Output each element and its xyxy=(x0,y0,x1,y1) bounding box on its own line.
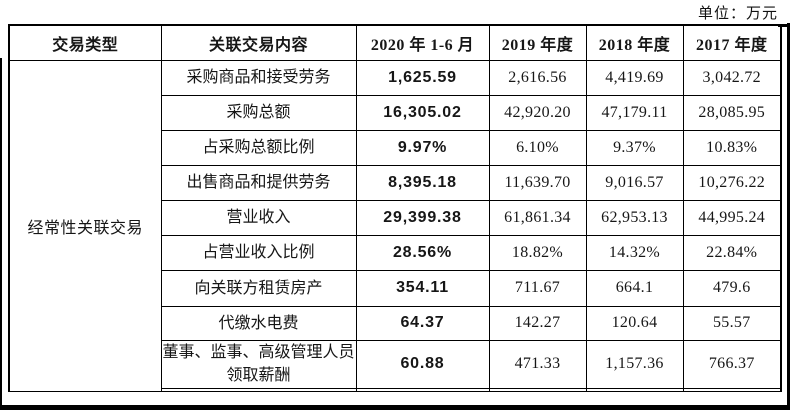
cell-2017: 766.37 xyxy=(682,339,782,389)
row-label: 董事、监事、高级管理人员领取薪酬 xyxy=(160,339,357,389)
cell-2018: 9.37% xyxy=(585,129,684,166)
cell-2019: 42,920.20 xyxy=(488,94,587,131)
cell-2020: 8,395.18 xyxy=(355,164,490,201)
row-label: 营业收入 xyxy=(160,199,357,236)
page-border-bottom xyxy=(0,405,790,410)
header-row: 交易类型 关联交易内容 2020 年 1-6 月 2019 年度 2018 年度… xyxy=(8,24,782,61)
cell-2018: 62,953.13 xyxy=(585,199,684,236)
cell-2020: 16,305.02 xyxy=(355,94,490,131)
column-header-content: 关联交易内容 xyxy=(160,24,357,61)
column-header-2018: 2018 年度 xyxy=(585,24,684,61)
cell-2018: 14.32% xyxy=(585,234,684,271)
column-header-2019: 2019 年度 xyxy=(488,24,587,61)
cell-2018: 664.1 xyxy=(585,269,684,307)
column-header-transaction-type: 交易类型 xyxy=(8,24,162,61)
table-row: 营业收入 29,399.38 61,861.34 62,953.13 44,99… xyxy=(9,199,782,236)
row-label: 代缴水电费 xyxy=(160,305,357,341)
table-row: 占营业收入比例 28.56% 18.82% 14.32% 22.84% xyxy=(9,234,782,271)
cell-2018: 47,179.11 xyxy=(585,94,684,131)
cutoff-cell xyxy=(488,387,587,392)
unit-label: 单位：万元 xyxy=(697,6,778,22)
row-label: 占采购总额比例 xyxy=(160,129,357,166)
cell-2019: 6.10% xyxy=(488,129,587,166)
cell-2019: 711.67 xyxy=(488,269,587,307)
cell-2019: 2,616.56 xyxy=(488,59,587,96)
cell-2020: 64.37 xyxy=(355,305,490,341)
table-row: 向关联方租赁房产 354.11 711.67 664.1 479.6 xyxy=(9,269,782,307)
cell-2018: 9,016.57 xyxy=(585,164,684,201)
cell-2017: 3,042.72 xyxy=(682,59,782,96)
table-row-cutoff xyxy=(9,387,782,392)
cell-2020: 9.97% xyxy=(355,129,490,166)
table-row: 占采购总额比例 9.97% 6.10% 9.37% 10.83% xyxy=(9,129,782,166)
row-label: 采购总额 xyxy=(160,94,357,131)
row-label: 出售商品和提供劳务 xyxy=(160,164,357,201)
cell-2017: 28,085.95 xyxy=(682,94,782,131)
page-border-right xyxy=(787,23,790,410)
cutoff-cell xyxy=(585,387,684,392)
row-label: 占营业收入比例 xyxy=(160,234,357,271)
cell-2018: 1,157.36 xyxy=(585,339,684,389)
cell-2020: 60.88 xyxy=(355,339,490,389)
cell-2020: 1,625.59 xyxy=(355,59,490,96)
cutoff-cell xyxy=(682,387,782,392)
cell-2019: 61,861.34 xyxy=(488,199,587,236)
table-row: 采购总额 16,305.02 42,920.20 47,179.11 28,08… xyxy=(9,94,782,131)
cell-2017: 22.84% xyxy=(682,234,782,271)
cell-2019: 471.33 xyxy=(488,339,587,389)
cell-2017: 479.6 xyxy=(682,269,782,307)
cutoff-cell xyxy=(355,387,490,392)
cutoff-cell xyxy=(160,387,357,392)
page-border-top-segment xyxy=(778,24,790,27)
cell-2019: 18.82% xyxy=(488,234,587,271)
column-header-2017: 2017 年度 xyxy=(682,24,782,61)
table-row: 经常性关联交易 采购商品和接受劳务 1,625.59 2,616.56 4,41… xyxy=(8,59,782,392)
column-header-2020: 2020 年 1-6 月 xyxy=(355,24,490,61)
cell-2020: 29,399.38 xyxy=(355,199,490,236)
page-border-left xyxy=(0,58,2,410)
cell-2020: 28.56% xyxy=(355,234,490,271)
related-transactions-table: 交易类型 关联交易内容 2020 年 1-6 月 2019 年度 2018 年度… xyxy=(8,24,782,392)
table-row: 出售商品和提供劳务 8,395.18 11,639.70 9,016.57 10… xyxy=(9,164,782,201)
cell-2017: 10,276.22 xyxy=(682,164,782,201)
row-label: 向关联方租赁房产 xyxy=(160,269,357,307)
cell-2018: 120.64 xyxy=(585,305,684,341)
cell-2019: 11,639.70 xyxy=(488,164,587,201)
cell-2018: 4,419.69 xyxy=(585,59,684,96)
category-cell: 经常性关联交易 xyxy=(8,59,162,392)
cell-2017: 10.83% xyxy=(682,129,782,166)
cell-2019: 142.27 xyxy=(488,305,587,341)
cell-2020: 354.11 xyxy=(355,269,490,307)
cell-2017: 55.57 xyxy=(682,305,782,341)
cell-2017: 44,995.24 xyxy=(682,199,782,236)
row-label: 采购商品和接受劳务 xyxy=(160,59,357,96)
